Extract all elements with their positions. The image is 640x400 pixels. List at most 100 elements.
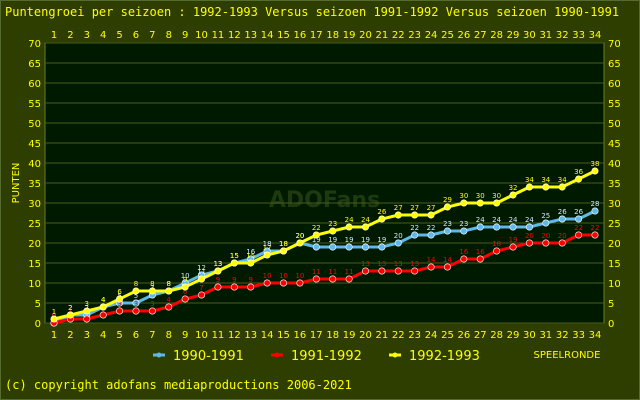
y-tick-label-right: 35 bbox=[608, 179, 621, 190]
data-label-1991-1992: 3 bbox=[117, 300, 121, 308]
data-point-1991-1992 bbox=[509, 243, 517, 251]
x-tick-label-top: 27 bbox=[474, 30, 487, 41]
data-label-1992-1993: 26 bbox=[377, 208, 386, 216]
data-label-1990-1991: 20 bbox=[295, 232, 304, 240]
x-tick-label-bottom: 11 bbox=[212, 330, 225, 341]
y-tick-label-left: 15 bbox=[28, 259, 41, 270]
x-tick-label-bottom: 31 bbox=[539, 330, 552, 341]
data-label-1991-1992: 19 bbox=[509, 236, 518, 244]
legend-label: 1990-1991 bbox=[173, 349, 244, 364]
data-point-1992-1993 bbox=[116, 295, 124, 303]
data-label-1992-1993: 15 bbox=[230, 252, 239, 260]
series-line-1992-1993 bbox=[53, 169, 596, 321]
x-tick-label-top: 5 bbox=[116, 30, 122, 41]
data-label-1992-1993: 8 bbox=[150, 280, 154, 288]
x-tick-label-top: 32 bbox=[556, 30, 569, 41]
data-label-1990-1991: 8 bbox=[167, 280, 171, 288]
data-label-1992-1993: 38 bbox=[591, 160, 600, 168]
data-point-1991-1992 bbox=[427, 263, 435, 271]
data-label-1992-1993: 6 bbox=[117, 288, 122, 296]
data-point-1990-1991 bbox=[378, 243, 386, 251]
data-point-1991-1992 bbox=[460, 255, 468, 263]
y-tick-label-left: 25 bbox=[28, 219, 41, 230]
data-label-1991-1992: 11 bbox=[312, 268, 321, 276]
y-tick-label-left: 35 bbox=[28, 179, 41, 190]
y-tick-label-right: 55 bbox=[608, 99, 621, 110]
x-tick-label-top: 19 bbox=[343, 30, 356, 41]
data-label-1990-1991: 25 bbox=[541, 212, 550, 220]
data-label-1990-1991: 18 bbox=[263, 240, 272, 248]
data-point-1991-1992 bbox=[558, 239, 566, 247]
x-tick-label-top: 26 bbox=[457, 30, 470, 41]
y-tick-label-right: 5 bbox=[608, 299, 614, 310]
y-tick-label-right: 45 bbox=[608, 139, 621, 150]
data-point-1991-1992 bbox=[411, 267, 419, 275]
data-label-1990-1991: 26 bbox=[558, 208, 567, 216]
y-tick-label-left: 50 bbox=[28, 119, 41, 130]
data-label-1991-1992: 7 bbox=[199, 284, 203, 292]
y-tick-label-left: 0 bbox=[35, 319, 41, 330]
data-label-1990-1991: 26 bbox=[574, 208, 583, 216]
x-tick-label-top: 17 bbox=[310, 30, 323, 41]
y-tick-label-right: 65 bbox=[608, 59, 621, 70]
data-point-1991-1992 bbox=[591, 231, 599, 239]
data-point-1991-1992 bbox=[198, 291, 206, 299]
data-label-1990-1991: 5 bbox=[134, 292, 138, 300]
data-label-1992-1993: 27 bbox=[410, 204, 419, 212]
data-label-1990-1991: 4 bbox=[101, 296, 106, 304]
data-label-1991-1992: 14 bbox=[427, 256, 436, 264]
data-label-1991-1992: 6 bbox=[183, 288, 188, 296]
data-label-1992-1993: 34 bbox=[525, 176, 534, 184]
data-label-1992-1993: 11 bbox=[197, 268, 206, 276]
data-label-1992-1993: 2 bbox=[68, 304, 72, 312]
x-tick-label-top: 20 bbox=[359, 30, 372, 41]
data-point-1990-1991 bbox=[591, 207, 599, 215]
y-tick-label-right: 20 bbox=[608, 239, 621, 250]
data-point-1990-1991 bbox=[509, 223, 517, 231]
data-point-1992-1993 bbox=[394, 211, 402, 219]
data-label-1992-1993: 4 bbox=[101, 296, 106, 304]
data-point-1991-1992 bbox=[542, 239, 550, 247]
data-point-1991-1992 bbox=[214, 283, 222, 291]
x-tick-label-top: 34 bbox=[589, 30, 602, 41]
data-label-1991-1992: 11 bbox=[345, 268, 354, 276]
y-tick-label-left: 40 bbox=[28, 159, 41, 170]
data-label-1992-1993: 23 bbox=[328, 220, 337, 228]
x-tick-label-bottom: 16 bbox=[294, 330, 307, 341]
data-label-1990-1991: 19 bbox=[377, 236, 386, 244]
x-tick-label-bottom: 12 bbox=[228, 330, 241, 341]
data-point-1992-1993 bbox=[148, 287, 156, 295]
x-tick-label-bottom: 1 bbox=[51, 330, 57, 341]
data-label-1992-1993: 8 bbox=[134, 280, 138, 288]
legend-label: 1991-1992 bbox=[291, 349, 362, 364]
data-point-1990-1991 bbox=[312, 243, 320, 251]
y-tick-label-left: 10 bbox=[28, 279, 41, 290]
x-tick-label-bottom: 24 bbox=[425, 330, 438, 341]
data-point-1992-1993 bbox=[83, 307, 91, 315]
y-tick-label-left: 65 bbox=[28, 59, 41, 70]
x-tick-label-top: 6 bbox=[133, 30, 139, 41]
data-point-1991-1992 bbox=[148, 307, 156, 315]
data-point-1991-1992 bbox=[99, 311, 107, 319]
x-tick-label-top: 2 bbox=[67, 30, 73, 41]
x-tick-label-bottom: 19 bbox=[343, 330, 356, 341]
data-label-1991-1992: 20 bbox=[558, 232, 567, 240]
data-point-1992-1993 bbox=[443, 203, 451, 211]
x-tick-label-top: 23 bbox=[408, 30, 421, 41]
x-tick-label-bottom: 4 bbox=[100, 330, 106, 341]
x-tick-label-top: 15 bbox=[277, 30, 290, 41]
data-label-1991-1992: 20 bbox=[541, 232, 550, 240]
x-tick-label-top: 21 bbox=[376, 30, 389, 41]
legend-swatch-dot bbox=[156, 352, 162, 358]
y-tick-label-right: 0 bbox=[608, 319, 614, 330]
data-point-1992-1993 bbox=[460, 199, 468, 207]
data-label-1991-1992: 20 bbox=[525, 232, 534, 240]
data-label-1990-1991: 13 bbox=[213, 260, 222, 268]
y-tick-label-right: 60 bbox=[608, 79, 621, 90]
data-label-1992-1993: 36 bbox=[574, 168, 583, 176]
data-label-1991-1992: 3 bbox=[150, 300, 154, 308]
y-tick-label-left: 45 bbox=[28, 139, 41, 150]
data-point-1992-1993 bbox=[230, 259, 238, 267]
data-point-1992-1993 bbox=[345, 223, 353, 231]
